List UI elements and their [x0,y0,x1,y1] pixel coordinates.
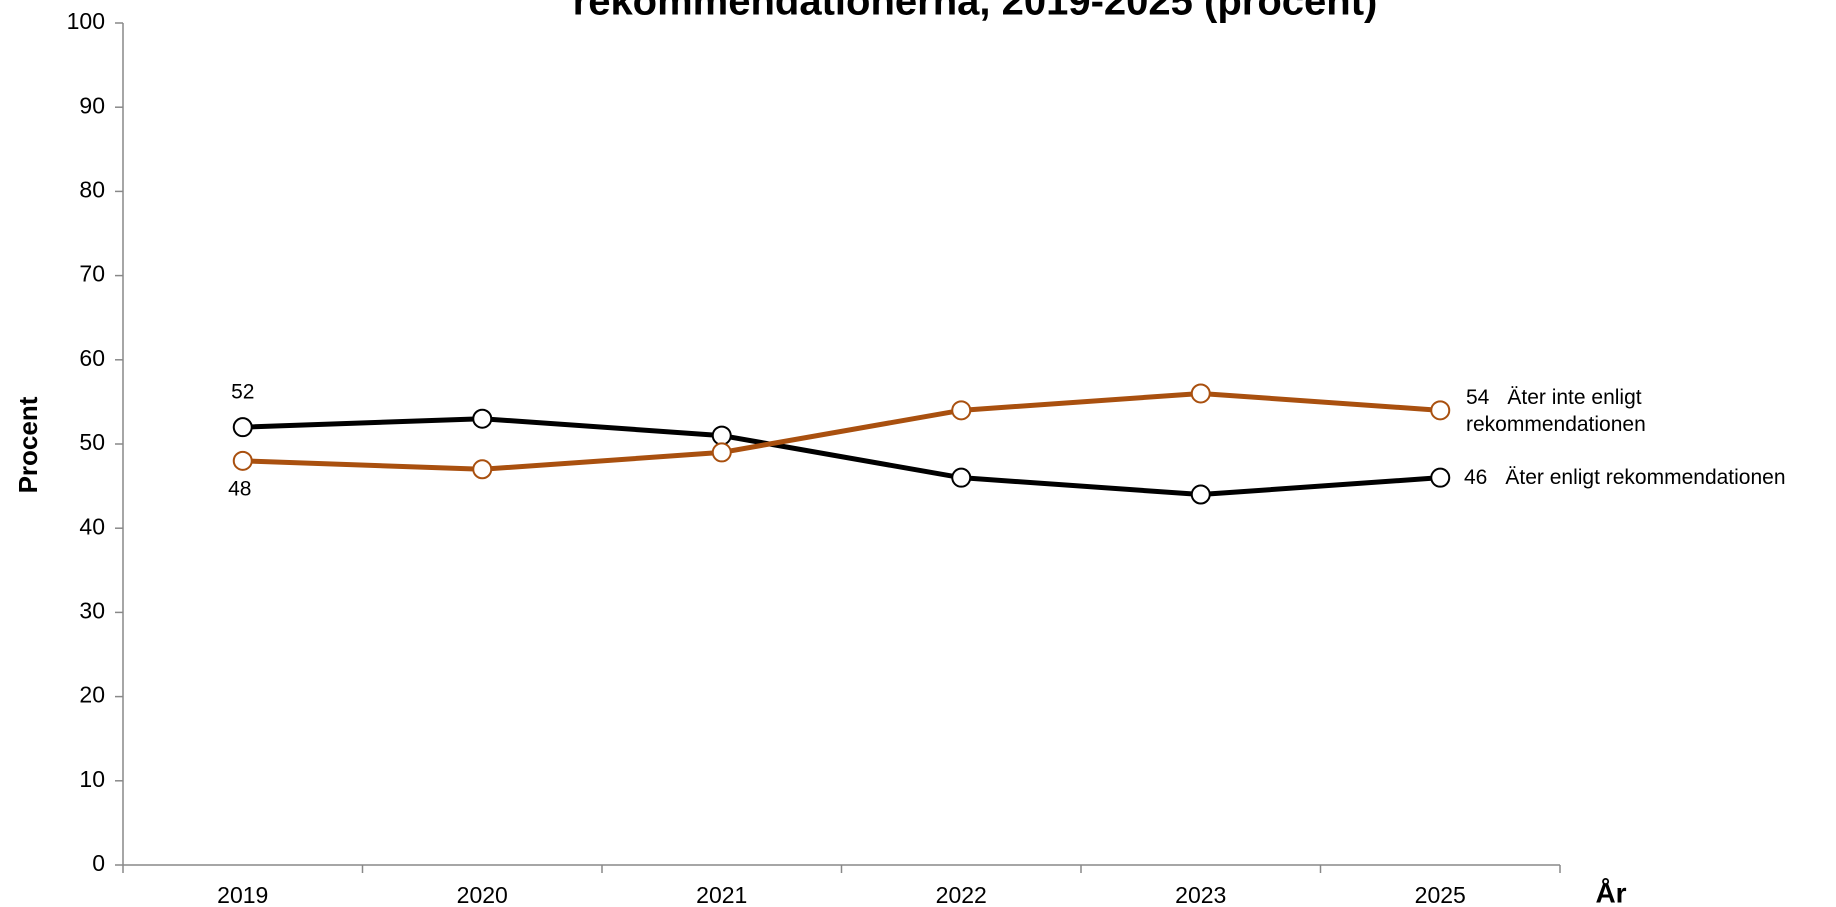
data-label: 54 [1466,386,1490,409]
x-tick-label: 2025 [1415,882,1466,907]
y-tick-label: 100 [67,8,105,34]
y-tick-label: 90 [79,92,105,118]
data-label: 46 [1464,466,1488,489]
marker [232,450,253,471]
y-tick-label: 10 [79,766,105,792]
y-tick-label: 50 [79,429,105,455]
y-tick-label: 30 [79,597,105,623]
y-axis-label: Procent [13,396,43,493]
chart-title: rekommendationerna, 2019-2025 (procent) [573,0,1378,24]
data-label: 52 [231,381,254,404]
series-line [242,416,1441,498]
y-tick-label: 0 [92,850,105,876]
x-tick-label: 2022 [936,882,987,907]
marker [472,408,493,429]
marker [711,442,732,463]
y-tick-label: 70 [79,261,105,287]
marker [1430,400,1451,421]
end-label: 46 Äter enligt rekommendationen [1464,464,1786,491]
marker [1190,383,1211,404]
marker [951,400,972,421]
marker [1430,467,1451,488]
end-label: 54 Äter inte enligt rekommendationen [1466,384,1696,438]
series-label: Äter enligt rekommendationen [1505,466,1786,489]
x-tick-label: 2019 [217,882,268,907]
marker [951,467,972,488]
x-tick-label: 2020 [457,882,508,907]
marker [1190,484,1211,505]
series-line [242,390,1441,472]
marker [711,425,732,446]
x-axis-label: År [1595,877,1626,907]
marker [472,459,493,480]
x-tick-label: 2021 [696,882,747,907]
y-tick-label: 40 [79,513,105,539]
x-tick-label: 2023 [1175,882,1226,907]
y-tick-label: 20 [79,682,105,708]
data-label: 48 [228,477,251,500]
y-tick-label: 60 [79,345,105,371]
series-label: Äter inte enligt rekommendationen [1466,386,1646,436]
y-tick-label: 80 [79,176,105,202]
marker [232,417,253,438]
